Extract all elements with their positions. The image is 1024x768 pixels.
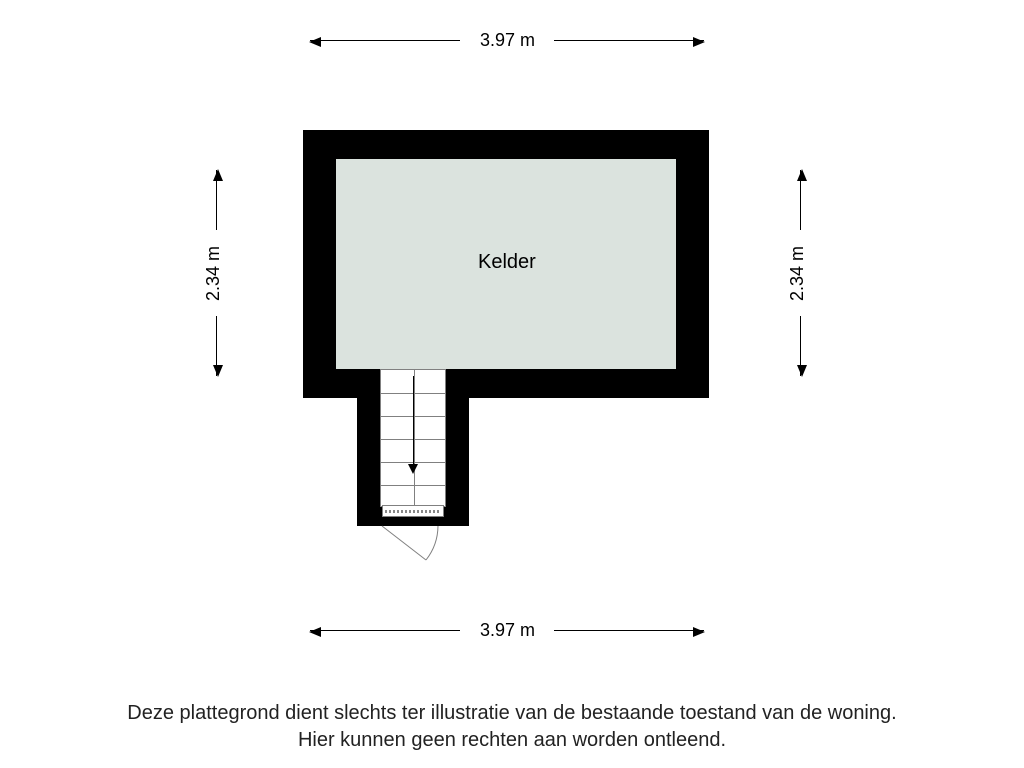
disclaimer-text: Deze plattegrond dient slechts ter illus…	[0, 700, 1024, 754]
disclaimer-line2: Hier kunnen geen rechten aan worden ontl…	[298, 729, 726, 751]
dim-left-label: 2.34 m	[203, 246, 224, 301]
dim-top-line-right	[554, 40, 704, 41]
door-strip	[385, 510, 441, 513]
stair-tread	[381, 485, 445, 486]
dim-left-line-lower	[216, 316, 217, 376]
dim-right-label: 2.34 m	[787, 246, 808, 301]
dim-top-line-left	[310, 40, 460, 41]
stair-center-rail	[414, 370, 415, 506]
dim-right-line-upper	[800, 170, 801, 230]
dim-bottom-label: 3.97 m	[480, 620, 535, 641]
stair-arrow-head-icon	[408, 464, 418, 474]
door-swing-icon	[372, 516, 452, 566]
floorplan-canvas: 3.97 m 3.97 m 2.34 m 2.34 m Kelder Deze …	[0, 0, 1024, 768]
dim-bottom-line-left	[310, 630, 460, 631]
disclaimer-line1: Deze plattegrond dient slechts ter illus…	[127, 702, 896, 724]
dim-right-line-lower	[800, 316, 801, 376]
dim-left-line-upper	[216, 170, 217, 230]
dim-top-label: 3.97 m	[480, 30, 535, 51]
stair-arrow-shaft	[413, 376, 414, 466]
room-label-kelder: Kelder	[478, 251, 536, 274]
dim-bottom-line-right	[554, 630, 704, 631]
